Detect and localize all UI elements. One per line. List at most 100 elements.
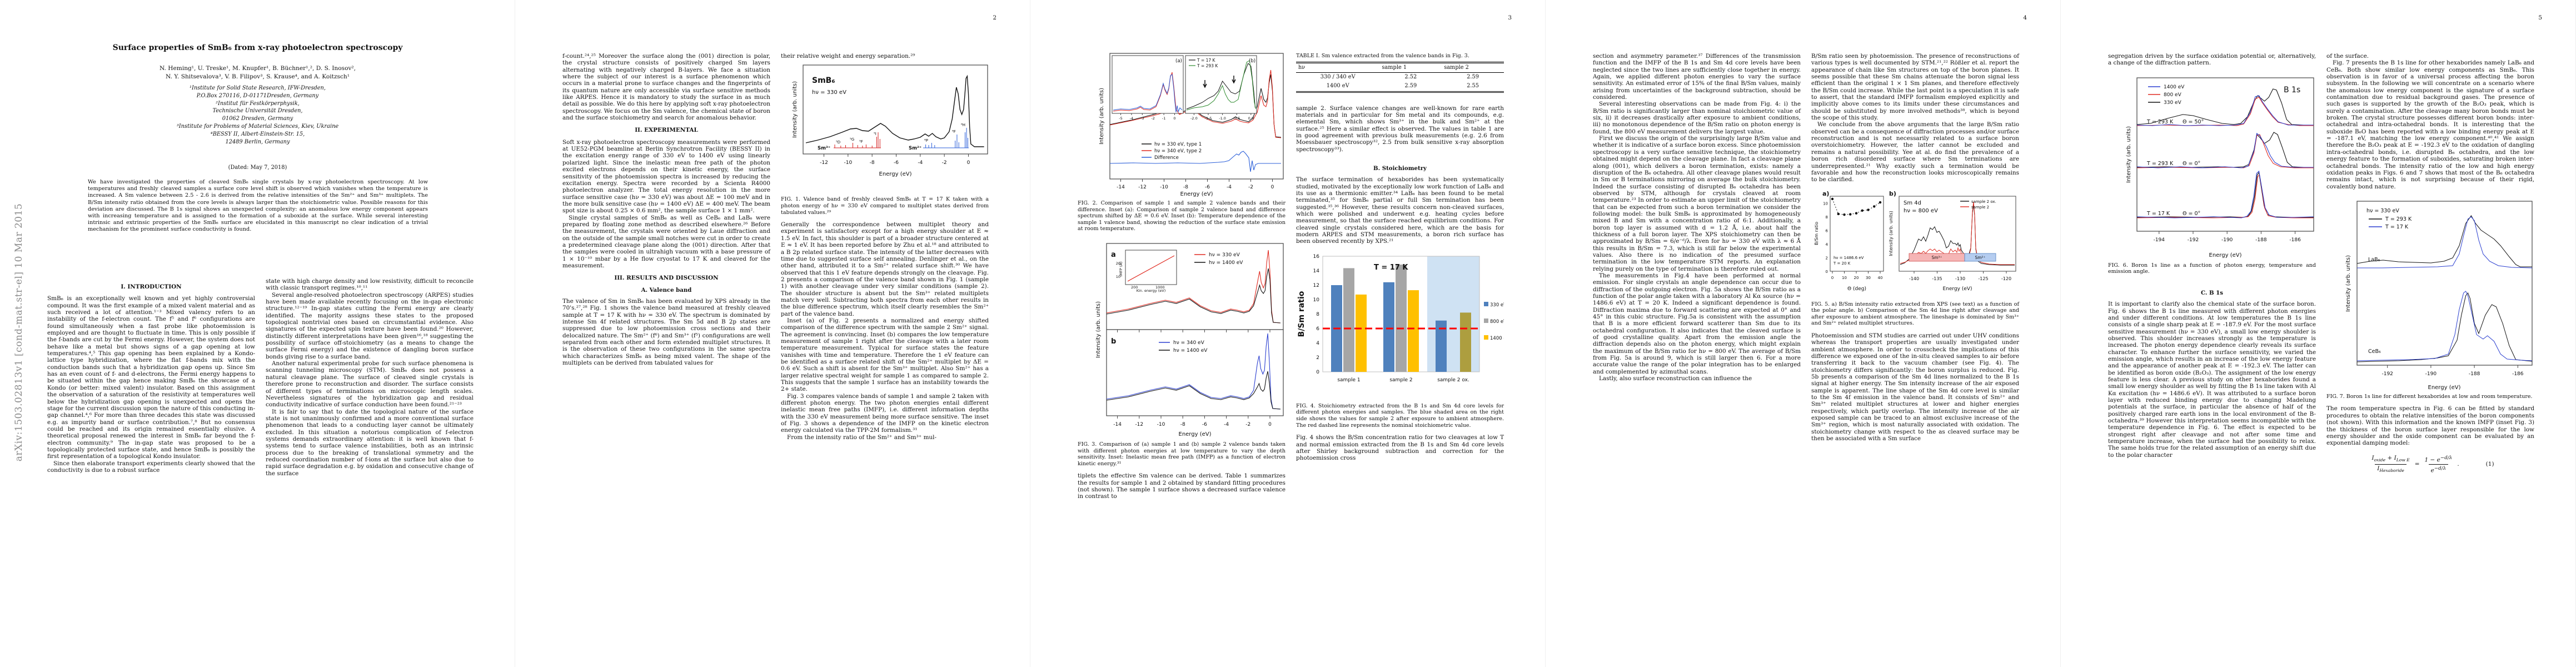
fig5-a-x-ticks: 0 10 20 30 40 (1831, 271, 1882, 280)
fig6-legend-entry: 330 eV (2164, 100, 2182, 106)
paragraph: Fig. 4 shows the B/Sm concentration rati… (1296, 434, 1504, 462)
fig7-lab6-blue (2357, 216, 2533, 268)
fig4-category-label: sample 2 (1389, 377, 1412, 383)
tick-label: -188 (2469, 371, 2480, 377)
fig6-g1-black (2136, 88, 2314, 126)
tick-label: 0 (1316, 370, 1319, 375)
scatter-point (1861, 209, 1864, 212)
fig7-ceb6-label: CeB₆ (2368, 349, 2381, 355)
fig3-b-blue-curve (1106, 333, 1281, 410)
paragraph: SmB₆ is an exceptionally well known and … (47, 295, 255, 460)
fig3-a-red-curve (1106, 250, 1281, 323)
fig6-legend-entry: 1400 eV (2164, 84, 2185, 90)
paragraph: Lastly, also surface reconstruction can … (1599, 375, 1752, 382)
fig7-legend-entry: T = 293 K (2385, 216, 2412, 222)
fig3-inset-tick: 200 (1131, 285, 1138, 290)
tick-label: -130 (1955, 276, 1965, 281)
fig6-legend-entry: 800 eV (2164, 92, 2182, 98)
fig4-title: T = 17 K (1374, 263, 1408, 272)
paragraph: Generally the correspondence between mul… (781, 221, 989, 317)
fig1-multiplet-term: ⁵D (836, 140, 840, 145)
p5-left-column: segregation driven by the surface oxidat… (2108, 53, 2316, 664)
fig5-a-x-label: Θ (deg) (1847, 286, 1866, 292)
tick-label: -10 (1157, 422, 1165, 427)
p4-right-column: B/Sm ratio seen by photoemission. The pr… (1811, 53, 2019, 664)
tick-label: -3 (1140, 116, 1144, 121)
figure-3-caption: FIG. 3. Comparison of (a) sample 1 and (… (1078, 441, 1285, 467)
tick-label: 0 (1268, 422, 1272, 427)
tick-label: -2 (942, 160, 947, 166)
paragraph: B/Sm ratio seen by photoemission. The pr… (1811, 53, 2019, 122)
bar-330 eV-sample 2 (1383, 282, 1394, 372)
fig1-sm3-multiplet-comb (834, 132, 881, 148)
fig5-b-red-curve (1900, 201, 2015, 265)
fig4-shaded-region (1427, 256, 1479, 372)
fig1-sm3-label: Sm³⁺ (818, 146, 830, 151)
paragraph: It is fair to say that to date the topol… (266, 408, 474, 477)
tick-label: 10 (1823, 201, 1828, 206)
paragraph: of the surface. (2326, 53, 2369, 59)
tick-label: -140 (1909, 276, 1919, 281)
table-1-header: hν (1296, 62, 1380, 73)
fig5-b-hv: hν = 800 eV (1904, 208, 1938, 214)
tick-label: -120 (2001, 276, 2011, 281)
p1-left-column: I. INTRODUCTION SmB₆ is an exceptionally… (47, 278, 255, 661)
figure-1-caption: FIG. 1. Valence band of freshly cleaved … (781, 196, 989, 216)
paragraph: sample 2. Surface valence changes are we… (1296, 104, 1504, 153)
tick-label: -190 (2425, 371, 2437, 377)
tick-label: 8 (1826, 215, 1828, 219)
subsection-b1s: C. B 1s (2200, 289, 2223, 296)
table-1-header: sample 2 (1442, 62, 1504, 73)
table-1-caption: TABLE I. Sm valence extracted from the v… (1296, 53, 1469, 59)
fig6-annotation: T = 17 K (2146, 211, 2170, 217)
fig2-legend-entry: Difference (1154, 155, 1179, 161)
paragraph: their relative weight and energy separat… (781, 53, 915, 59)
paragraph: segregation driven by the surface oxidat… (2108, 53, 2316, 67)
fig1-multiplet-term: ⁵F (859, 140, 863, 144)
authors-line-1: N. Heming¹, U. Treske¹, M. Knupfer¹, B. … (159, 65, 356, 72)
fig3-legend-b: hν = 340 eV hν = 1400 eV (1159, 340, 1208, 354)
paragraph: Since then elaborate transport experimen… (47, 460, 255, 474)
fig6-corner-label: B 1s (2284, 86, 2300, 94)
paragraph: Fig. 3 compares valence bands of sample … (781, 392, 989, 434)
tick-label: -6 (1202, 422, 1207, 427)
fig2-x-axis-ticks: -14 -12 -10 -8 -6 -4 -2 0 (1117, 179, 1274, 190)
scatter-point (1879, 201, 1882, 203)
table-cell: 2.55 (1467, 83, 1479, 89)
paragraph: The valence of Sm in SmB₆ has been evalu… (562, 298, 770, 367)
scatter-point (1849, 212, 1852, 216)
tick-label: -5 (1119, 116, 1122, 121)
fig2-inset-b-green-curve (1186, 60, 1256, 111)
equation-fraction-left: Ioxide + ILow E IHexaboride (2369, 455, 2411, 475)
paragraph: It is important to clarify also the chem… (2108, 301, 2316, 459)
table-row: 330 / 340 eV 2.52 2.59 (1296, 72, 1504, 82)
fig2-difference-curve (1109, 151, 1281, 172)
tick-label: 8 (1316, 312, 1319, 317)
table-cell: 330 / 340 eV (1320, 73, 1356, 80)
fig3-inset-tick: 10 (1116, 275, 1120, 279)
fig3-a-black-curve (1106, 268, 1281, 323)
table-1: hν sample 1 sample 2 330 / 340 eV 2.52 2… (1296, 61, 1504, 93)
equation-1: Ioxide + ILow E IHexaboride = 1 − e−d/λ … (2326, 455, 2534, 475)
tick-label: -186 (2512, 371, 2524, 377)
fig2-inset-b-legend-entry: T = 293 K (1197, 63, 1218, 68)
table-row: 1400 eV 2.59 2.55 (1296, 82, 1504, 92)
paragraph: Several interesting observations can be … (1593, 101, 1801, 135)
fig5-b-sm2-label: Sm²⁺ (1975, 255, 1985, 260)
section-introduction: I. INTRODUCTION (121, 283, 182, 290)
fig6-x-axis-ticks: -194 -192 -190 -188 -186 (2154, 231, 2301, 243)
fig6-g3-blue (2136, 170, 2314, 218)
page-number: 4 (2023, 14, 2027, 21)
tick-label: -10 (844, 160, 852, 166)
fig5-b-title: Sm 4d (1904, 200, 1921, 206)
paragraph: f-count.²⁴,²⁵ Moreover the surface along… (562, 53, 770, 122)
paragraph: The measurements in Fig.4 have been perf… (1593, 272, 1801, 375)
subsection-valence-band: A. Valence band (641, 286, 692, 293)
fig5-b-sm2-region (1964, 253, 1996, 261)
fig1-multiplet-term: ⁵G (850, 137, 854, 142)
paragraph: From the intensity ratio of the Sm²⁺ and… (787, 434, 936, 441)
scatter-point (1867, 208, 1870, 211)
bar-330 eV-sample 2 ox. (1436, 320, 1447, 372)
authors: N. Heming¹, U. Treske¹, M. Knupfer¹, B. … (47, 64, 468, 81)
fig3-inset-x-label: Kin. energy (eV) (1137, 288, 1166, 293)
